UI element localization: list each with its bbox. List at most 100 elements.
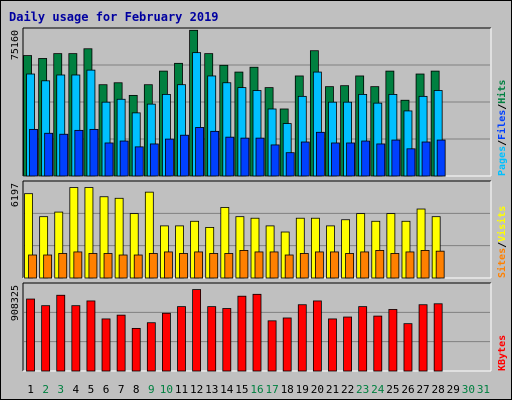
chart-title: Daily usage for February 2019 bbox=[9, 10, 219, 24]
bar-sites-day-4 bbox=[73, 251, 83, 279]
x-tick-label-day-7: 7 bbox=[118, 383, 125, 396]
bar-sites-day-14 bbox=[224, 253, 234, 279]
bar-pages-day-1 bbox=[29, 128, 38, 177]
x-tick-label-day-24: 24 bbox=[371, 383, 385, 396]
scale-label: 75160 bbox=[10, 30, 21, 60]
bar-sites-day-16 bbox=[254, 251, 264, 279]
bar-sites-day-23 bbox=[360, 251, 370, 279]
x-tick-label-day-15: 15 bbox=[235, 383, 248, 396]
bar-kbytes-day-3 bbox=[56, 294, 66, 372]
x-tick-label-day-10: 10 bbox=[160, 383, 173, 396]
bar-kbytes-day-9 bbox=[146, 322, 156, 372]
bar-kbytes-day-23 bbox=[358, 306, 368, 372]
bar-kbytes-day-1 bbox=[26, 298, 35, 372]
bar-sites-day-12 bbox=[194, 251, 204, 279]
bar-pages-day-7 bbox=[119, 140, 129, 177]
x-tick-label-day-17: 17 bbox=[265, 383, 278, 396]
bar-kbytes-day-28 bbox=[433, 303, 443, 372]
bar-sites-day-20 bbox=[314, 251, 324, 279]
bar-sites-day-24 bbox=[375, 250, 385, 279]
bar-sites-day-21 bbox=[330, 251, 339, 279]
bar-kbytes-day-25 bbox=[388, 309, 398, 372]
bar-sites-day-27 bbox=[420, 250, 430, 279]
bar-pages-day-25 bbox=[391, 139, 401, 177]
legend-entry: Sites bbox=[496, 248, 508, 278]
legend-entry: Visits bbox=[496, 206, 508, 242]
bar-sites-day-6 bbox=[103, 253, 113, 279]
x-tick-label-day-18: 18 bbox=[281, 383, 294, 396]
x-tick-label-day-16: 16 bbox=[250, 383, 263, 396]
x-tick-label-day-22: 22 bbox=[341, 383, 354, 396]
x-tick-label-day-6: 6 bbox=[103, 383, 110, 396]
x-tick-label-day-21: 21 bbox=[326, 383, 339, 396]
bar-kbytes-day-7 bbox=[116, 314, 126, 372]
bar-pages-day-18 bbox=[285, 152, 295, 177]
scale-label: 6197 bbox=[10, 183, 21, 207]
bar-pages-day-21 bbox=[331, 142, 340, 177]
bar-kbytes-day-19 bbox=[297, 304, 307, 372]
bar-pages-day-20 bbox=[315, 131, 325, 177]
bar-kbytes-day-26 bbox=[403, 323, 413, 372]
bar-sites-day-18 bbox=[284, 254, 294, 279]
bar-kbytes-day-16 bbox=[252, 293, 262, 372]
bar-kbytes-day-22 bbox=[343, 316, 352, 372]
bar-pages-day-28 bbox=[436, 139, 446, 177]
x-tick-label-day-9: 9 bbox=[148, 383, 155, 396]
legend-entry: / bbox=[497, 140, 508, 146]
bar-kbytes-day-15 bbox=[237, 295, 247, 372]
bar-sites-day-9 bbox=[148, 253, 158, 279]
x-tick-label-day-4: 4 bbox=[73, 383, 80, 396]
bar-kbytes-day-24 bbox=[373, 315, 383, 372]
bar-sites-day-11 bbox=[179, 253, 188, 279]
bar-sites-day-25 bbox=[390, 253, 400, 279]
bar-pages-day-22 bbox=[346, 142, 355, 177]
bar-pages-day-17 bbox=[270, 144, 280, 177]
x-tick-label-day-27: 27 bbox=[416, 383, 429, 396]
bar-sites-day-19 bbox=[299, 253, 309, 279]
x-tick-label-day-5: 5 bbox=[88, 383, 95, 396]
bar-pages-day-23 bbox=[361, 140, 371, 177]
bar-sites-day-8 bbox=[133, 254, 143, 279]
x-tick-label-day-29: 29 bbox=[447, 383, 460, 396]
bar-pages-day-12 bbox=[195, 127, 205, 177]
x-tick-label-day-26: 26 bbox=[401, 383, 414, 396]
bar-pages-day-5 bbox=[89, 128, 99, 177]
legend-entry: Files bbox=[496, 110, 508, 140]
legend-visits_sites: Sites/Visits bbox=[496, 206, 508, 278]
legend-entry: Pages bbox=[497, 146, 508, 176]
bar-pages-day-11 bbox=[180, 134, 189, 177]
bar-kbytes-day-4 bbox=[71, 305, 81, 372]
bar-pages-day-3 bbox=[59, 133, 69, 177]
bar-kbytes-day-12 bbox=[192, 289, 202, 372]
x-tick-label-day-20: 20 bbox=[311, 383, 324, 396]
x-tick-label-day-12: 12 bbox=[190, 383, 203, 396]
bar-sites-day-3 bbox=[58, 253, 68, 279]
x-tick-label-day-3: 3 bbox=[57, 383, 64, 396]
bar-pages-day-16 bbox=[255, 137, 265, 177]
bar-kbytes-day-5 bbox=[86, 300, 96, 372]
x-tick-label-day-14: 14 bbox=[220, 383, 234, 396]
bar-kbytes-day-14 bbox=[222, 308, 232, 372]
x-tick-label-day-28: 28 bbox=[432, 383, 445, 396]
bar-kbytes-day-27 bbox=[418, 304, 428, 372]
bar-pages-day-6 bbox=[104, 142, 114, 177]
bar-sites-day-13 bbox=[209, 253, 219, 279]
bar-kbytes-day-17 bbox=[267, 320, 277, 372]
x-tick-label-day-19: 19 bbox=[296, 383, 309, 396]
bar-pages-day-4 bbox=[74, 129, 84, 177]
bar-sites-day-26 bbox=[405, 251, 415, 279]
bar-sites-day-15 bbox=[239, 250, 249, 279]
legend-entry: / bbox=[497, 242, 508, 248]
scale-label: 908325 bbox=[10, 285, 21, 321]
bar-pages-day-27 bbox=[421, 141, 431, 177]
bar-pages-day-10 bbox=[165, 138, 174, 177]
bar-kbytes-day-21 bbox=[328, 318, 337, 372]
bar-kbytes-day-8 bbox=[131, 327, 141, 372]
x-tick-label-day-30: 30 bbox=[462, 383, 475, 396]
legend-entry: / bbox=[497, 104, 508, 110]
bar-kbytes-day-20 bbox=[312, 300, 322, 372]
x-tick-label-day-23: 23 bbox=[356, 383, 369, 396]
bar-kbytes-day-18 bbox=[282, 317, 292, 372]
bar-sites-day-10 bbox=[164, 251, 173, 279]
